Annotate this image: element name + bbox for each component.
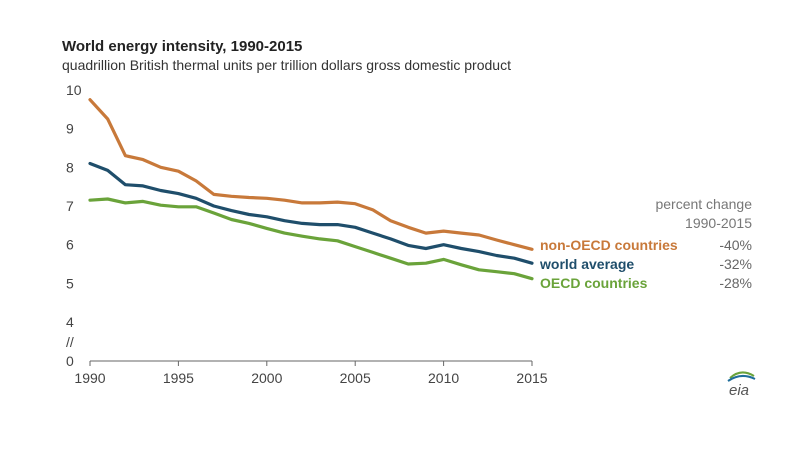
x-tick-label: 2000 — [251, 370, 282, 386]
x-tick-label: 1995 — [163, 370, 194, 386]
y-tick-label: 0 — [66, 353, 74, 369]
x-tick-label: 2005 — [340, 370, 371, 386]
x-tick-label: 1990 — [74, 370, 105, 386]
chart-subtitle: quadrillion British thermal units per tr… — [62, 57, 511, 73]
series-lines — [88, 98, 534, 281]
legend-change-oecd: -28% — [719, 275, 752, 291]
series-line-world-average — [88, 161, 534, 265]
legend-change-world: -32% — [719, 256, 752, 272]
x-tick-label: 2010 — [428, 370, 459, 386]
y-tick-label: 7 — [66, 198, 74, 214]
tick-labels: 0 // 4 5 6 7 8 9 10 1990 1995 2000 2005 2010 2015 — [66, 82, 548, 386]
series-line-non-oecd-countries — [88, 98, 534, 251]
series-line-oecd-countries — [88, 197, 534, 281]
y-tick-label: 6 — [66, 237, 74, 253]
chart-title: World energy intensity, 1990-2015 — [62, 38, 303, 55]
y-tick-label: 9 — [66, 121, 74, 137]
legend-label-non-oecd: non-OECD countries — [540, 237, 678, 253]
y-tick-label: 5 — [66, 275, 74, 291]
legend-label-oecd: OECD countries — [540, 275, 648, 291]
axes — [89, 360, 533, 366]
legend-change-non-oecd: -40% — [719, 237, 752, 253]
percent-change-header-line1: percent change — [655, 196, 752, 212]
y-tick-label: 8 — [66, 159, 74, 175]
logo-text: eia — [729, 382, 749, 398]
percent-change-header-line2: 1990-2015 — [685, 215, 752, 231]
y-tick-label: 10 — [66, 82, 82, 98]
y-tick-label: 4 — [66, 314, 74, 330]
x-tick-label: 2015 — [516, 370, 547, 386]
eia-logo: eia — [727, 371, 756, 398]
y-tick-label: // — [66, 334, 74, 350]
legend-label-world: world average — [540, 256, 635, 272]
